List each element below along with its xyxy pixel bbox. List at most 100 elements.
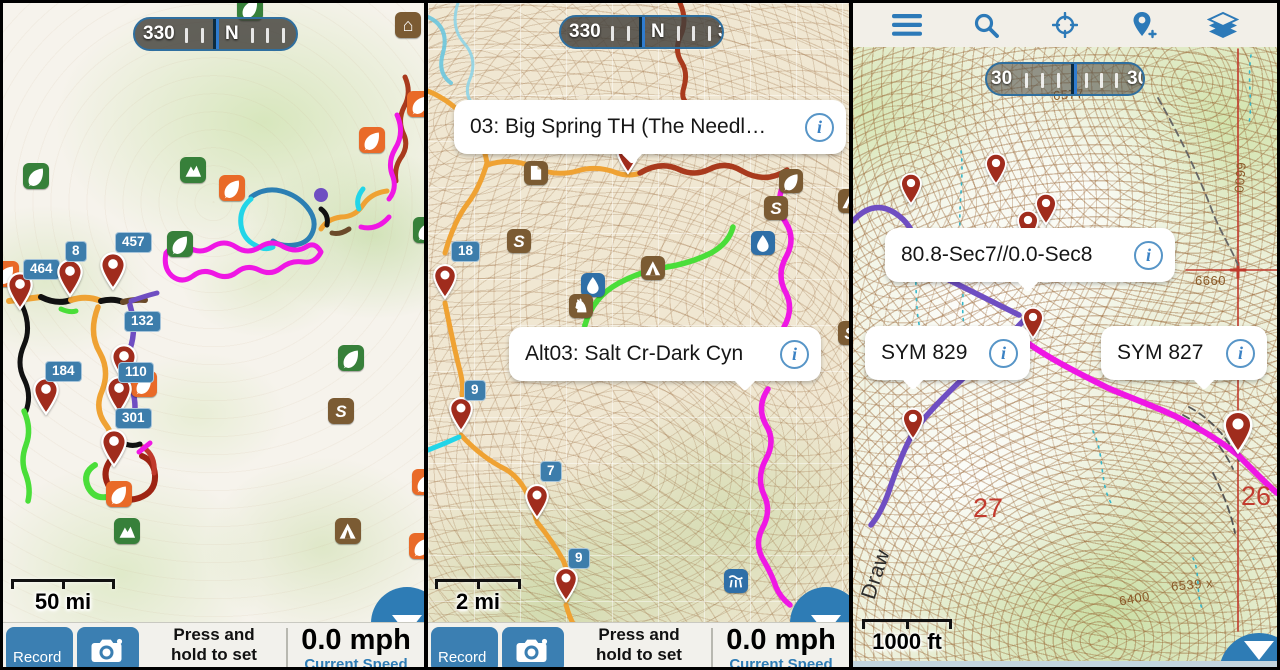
mountain-waypoint-icon[interactable] xyxy=(180,157,206,183)
camera-icon xyxy=(91,638,123,662)
waypoint-pin[interactable] xyxy=(32,376,60,416)
compass-heading-left: 330 xyxy=(569,21,601,42)
press-hold-hint[interactable]: Press and hold to set xyxy=(142,625,286,665)
leaf-waypoint-icon[interactable] xyxy=(219,175,245,201)
horse-waypoint-icon[interactable]: ♞ xyxy=(569,294,593,318)
leaf-waypoint-icon[interactable] xyxy=(167,231,193,257)
compass-heading-center: N xyxy=(225,23,239,44)
waterfall-waypoint-icon[interactable] xyxy=(724,569,748,593)
info-button[interactable]: i xyxy=(805,112,834,142)
waypoint-callout-sym-829[interactable]: SYM 829 i xyxy=(865,326,1030,391)
compass-strip[interactable]: 330 N xyxy=(133,17,298,51)
leaf-waypoint-icon[interactable] xyxy=(407,91,424,117)
waypoint-pin[interactable] xyxy=(56,258,84,298)
camera-button[interactable] xyxy=(77,627,139,667)
bar-divider xyxy=(711,628,713,667)
s-glyph: S xyxy=(770,198,782,218)
bottom-strip xyxy=(853,661,1277,667)
pin-label[interactable]: 8 xyxy=(65,241,87,262)
info-icon: i xyxy=(1237,343,1243,363)
search-button[interactable] xyxy=(969,8,1003,42)
info-button[interactable]: i xyxy=(1226,338,1255,368)
layers-button[interactable] xyxy=(1206,8,1240,42)
layers-icon xyxy=(1207,11,1240,38)
waypoint-pin[interactable] xyxy=(448,396,474,433)
switchback-waypoint-icon[interactable]: S xyxy=(507,229,531,253)
info-button[interactable]: i xyxy=(989,338,1018,368)
campsite-waypoint-icon[interactable] xyxy=(335,518,361,544)
leaf-waypoint-icon[interactable] xyxy=(359,127,385,153)
switchback-waypoint-icon[interactable]: S xyxy=(764,196,788,220)
pin-label[interactable]: 184 xyxy=(45,361,82,382)
info-icon: i xyxy=(816,117,822,137)
pin-label[interactable]: 464 xyxy=(23,259,60,280)
locate-button[interactable] xyxy=(1048,8,1082,42)
info-icon: i xyxy=(1145,245,1151,265)
leaf-waypoint-icon[interactable] xyxy=(237,3,263,21)
waypoint-callout-sec7-sec8[interactable]: 80.8-Sec7//0.0-Sec8 i xyxy=(885,228,1175,293)
pin-label[interactable]: 110 xyxy=(118,362,154,383)
record-button-label: Record xyxy=(13,649,62,666)
section-number-label: 27 xyxy=(973,493,1004,523)
waypoint-pin[interactable] xyxy=(1222,409,1254,455)
leaf-waypoint-icon[interactable] xyxy=(413,217,424,243)
campsite-waypoint-icon[interactable] xyxy=(838,189,849,213)
waypoint-callout-salt-creek[interactable]: Alt03: Salt Cr-Dark Cyn i xyxy=(509,327,821,392)
pin-label[interactable]: 301 xyxy=(115,408,152,429)
crosshair-icon xyxy=(1051,12,1078,38)
waypoint-callout-big-spring[interactable]: 03: Big Spring TH (The Needl… i xyxy=(454,100,846,165)
panel-overview-map: ⌂ S 464 8 457 132 184 110 301 xyxy=(3,3,424,667)
compass-strip[interactable]: 30 30 xyxy=(985,62,1145,96)
menu-button[interactable] xyxy=(890,8,924,42)
pin-plus-icon xyxy=(1133,12,1157,39)
waypoint-pin[interactable] xyxy=(901,407,925,441)
pin-label[interactable]: 9 xyxy=(464,380,486,401)
switchback-waypoint-icon[interactable]: S xyxy=(838,321,849,345)
switchback-waypoint-icon[interactable]: S xyxy=(328,398,354,424)
pin-label[interactable]: 132 xyxy=(124,311,161,332)
waypoint-pin[interactable] xyxy=(553,566,579,603)
waypoint-pin[interactable] xyxy=(524,483,550,520)
camera-button[interactable] xyxy=(502,627,564,667)
waypoint-pin[interactable] xyxy=(99,251,127,291)
water-waypoint-icon[interactable] xyxy=(581,273,605,297)
speed-caption: Current Speed xyxy=(729,656,833,667)
info-icon: i xyxy=(791,344,797,364)
waypoint-pin[interactable] xyxy=(432,263,458,300)
leaf-waypoint-icon[interactable] xyxy=(106,481,132,507)
leaf-waypoint-icon[interactable] xyxy=(779,169,803,193)
info-button[interactable]: i xyxy=(780,339,809,369)
info-button[interactable]: i xyxy=(1134,240,1163,270)
map-surface[interactable] xyxy=(3,3,424,667)
pin-label[interactable]: 18 xyxy=(451,241,481,262)
mountain-waypoint-icon[interactable] xyxy=(114,518,140,544)
compass-strip[interactable]: 330 N 3 xyxy=(559,15,724,49)
speed-readout[interactable]: 0.0 mph Current Speed xyxy=(713,623,849,667)
leaf-waypoint-icon[interactable] xyxy=(409,533,424,559)
add-waypoint-button[interactable] xyxy=(1127,8,1161,42)
pin-label[interactable]: 9 xyxy=(568,548,590,569)
waypoint-pin[interactable] xyxy=(100,428,128,468)
compass-heading-right: 3 xyxy=(718,21,722,43)
pin-label[interactable]: 457 xyxy=(115,232,152,253)
leaf-waypoint-icon[interactable] xyxy=(412,469,424,495)
leaf-waypoint-icon[interactable] xyxy=(23,163,49,189)
elevation-label: 6660 xyxy=(1195,273,1226,288)
waypoint-callout-sym-827[interactable]: SYM 827 i xyxy=(1101,326,1267,391)
speed-readout[interactable]: 0.0 mph Current Speed xyxy=(288,623,424,667)
leaf-waypoint-icon[interactable] xyxy=(338,345,364,371)
waypoint-pin[interactable] xyxy=(899,172,923,206)
press-hold-hint[interactable]: Press and hold to set xyxy=(567,625,711,665)
ruin-waypoint-icon[interactable]: ⌂ xyxy=(395,12,421,38)
waypoint-pin[interactable] xyxy=(984,152,1008,186)
record-button[interactable]: Record xyxy=(6,627,73,667)
document-waypoint-icon[interactable] xyxy=(524,161,548,185)
record-bar: Record Press and hold to set 0.0 mph Cur… xyxy=(428,622,849,667)
water-waypoint-icon[interactable] xyxy=(751,231,775,255)
campsite-waypoint-icon[interactable] xyxy=(641,256,665,280)
search-icon xyxy=(974,13,999,38)
hamburger-icon xyxy=(891,14,922,36)
pin-label[interactable]: 7 xyxy=(540,461,562,482)
record-button[interactable]: Record xyxy=(431,627,498,667)
